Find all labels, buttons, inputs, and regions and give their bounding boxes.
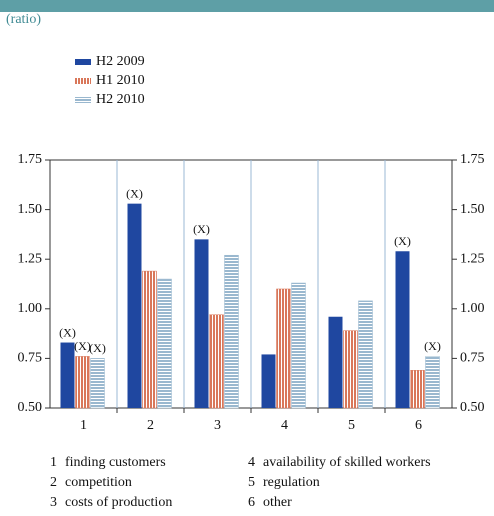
- x-tick-label: 5: [348, 418, 355, 433]
- key-number: 4: [248, 455, 255, 470]
- bar-note: (X): [394, 234, 411, 248]
- bar: [209, 314, 224, 409]
- bar-note: (X): [59, 325, 76, 339]
- key-label: other: [263, 495, 292, 510]
- key-number: 2: [50, 475, 57, 490]
- y-tick-label: 0.50: [18, 400, 43, 415]
- y2-tick-label: 1.75: [460, 152, 485, 167]
- key-number: 1: [50, 455, 57, 470]
- bar-note: (X): [74, 339, 91, 353]
- y2-tick-label: 1.50: [460, 202, 485, 217]
- bar-note: (X): [193, 222, 210, 236]
- legend-label: H1 2010: [96, 73, 145, 88]
- y2-tick-label: 1.00: [460, 301, 485, 316]
- bar: [261, 354, 276, 408]
- y-tick-label: 1.50: [18, 202, 43, 217]
- bar: [328, 316, 343, 408]
- bar: [343, 330, 358, 409]
- y2-tick-label: 0.75: [460, 351, 485, 366]
- key-number: 6: [248, 495, 255, 510]
- bar: [395, 251, 410, 408]
- bar: [157, 278, 172, 409]
- legend-swatch: [75, 78, 91, 84]
- key-label: competition: [65, 475, 132, 490]
- bar-note: (X): [126, 186, 143, 200]
- bar: [142, 270, 157, 409]
- key-number: 3: [50, 495, 57, 510]
- legend-swatch: [75, 97, 91, 103]
- chart-subtitle: (ratio): [6, 12, 41, 27]
- header-bar: [0, 0, 494, 12]
- legend-label: H2 2009: [96, 54, 145, 69]
- bar: [194, 239, 209, 408]
- bar: [90, 358, 105, 409]
- bar: [410, 370, 425, 409]
- y-tick-label: 1.25: [18, 251, 43, 266]
- bar: [224, 254, 239, 409]
- key-label: availability of skilled workers: [263, 455, 431, 470]
- bar: [358, 300, 373, 409]
- bar: [291, 282, 306, 409]
- key-label: costs of production: [65, 495, 172, 510]
- y-tick-label: 1.00: [18, 301, 43, 316]
- bar-note: (X): [424, 339, 441, 353]
- bar: [276, 288, 291, 409]
- key-label: regulation: [263, 475, 320, 490]
- x-tick-label: 4: [281, 418, 288, 433]
- y2-tick-label: 1.25: [460, 251, 485, 266]
- bar: [127, 203, 142, 408]
- key-number: 5: [248, 475, 255, 490]
- x-tick-label: 1: [80, 418, 87, 433]
- bar: [60, 342, 75, 408]
- y-tick-label: 0.75: [18, 351, 43, 366]
- x-tick-label: 3: [214, 418, 221, 433]
- y2-tick-label: 0.50: [460, 400, 485, 415]
- legend-label: H2 2010: [96, 92, 145, 107]
- legend-swatch: [75, 59, 91, 65]
- x-tick-label: 2: [147, 418, 154, 433]
- bar-note: (X): [89, 341, 106, 355]
- bar: [425, 356, 440, 409]
- bar: [75, 356, 90, 409]
- x-tick-label: 6: [415, 418, 422, 433]
- key-label: finding customers: [65, 455, 166, 470]
- y-tick-label: 1.75: [18, 152, 43, 167]
